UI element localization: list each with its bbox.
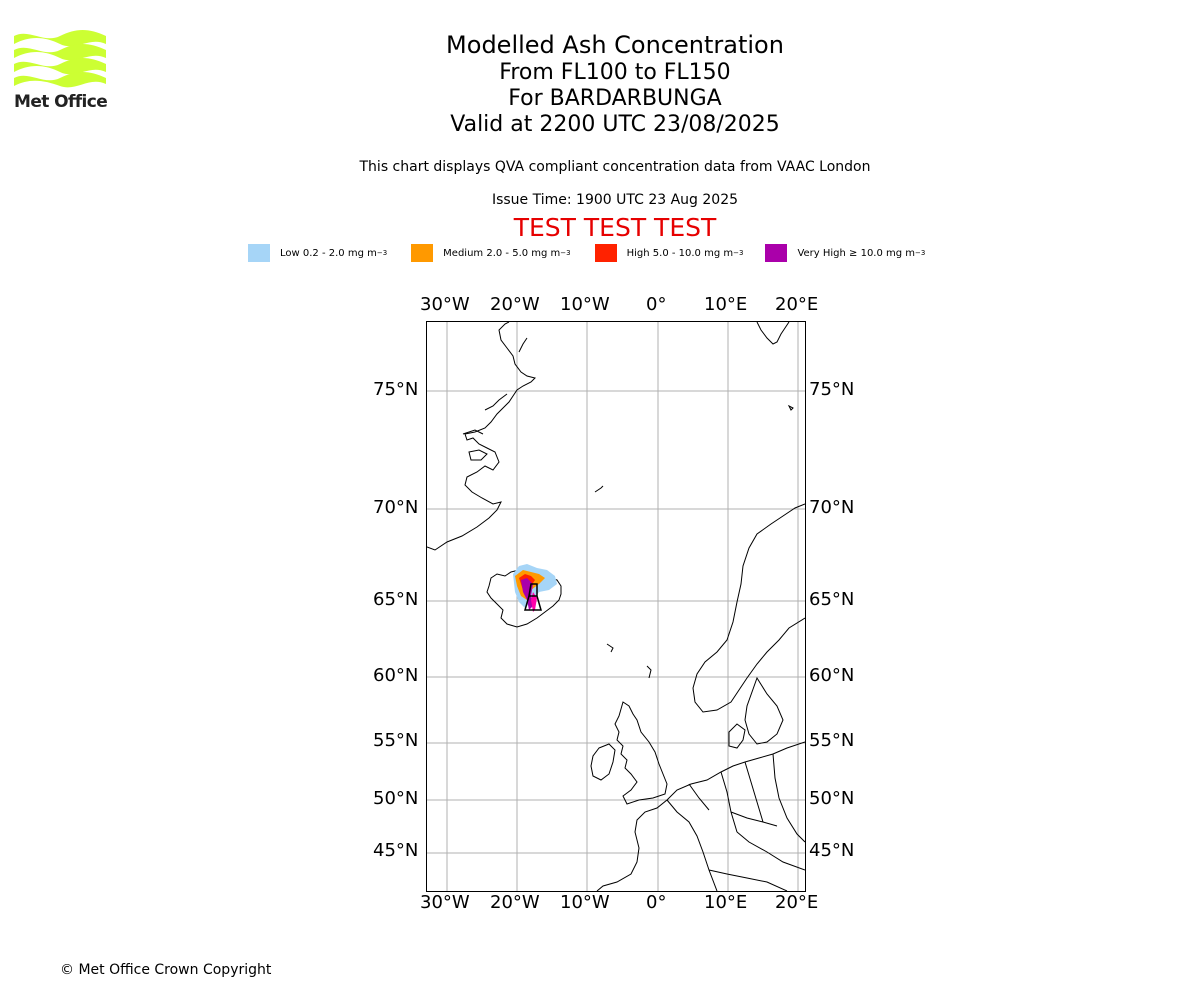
lon-label-top-20w: 20°W [490,294,540,315]
lon-label-bottom-0: 0° [646,892,667,913]
greenland-fjord-3 [484,393,508,411]
svalbard-coast [756,322,790,345]
legend: Low 0.2 - 2.0 mg m −3 Medium 2.0 - 5.0 mg… [248,244,949,262]
lon-label-top-30w: 30°W [420,294,470,315]
test-banner: TEST TEST TEST [513,213,717,242]
bear-island [787,404,794,411]
lon-label-top-10e: 10°E [704,294,748,315]
denmark-coast [728,723,746,749]
lon-label-top-20e: 20°E [775,294,819,315]
legend-label-medium: Medium 2.0 - 5.0 mg m [443,247,561,259]
legend-swatch-low [248,244,270,262]
norway-coast [692,503,805,713]
lat-label-left-60n: 60°N [373,665,419,686]
lat-label-right-70n: 70°N [809,497,855,518]
lat-label-right-65n: 65°N [809,589,855,610]
lon-label-bottom-30w: 30°W [420,892,470,913]
met-office-logo-text: Met Office [14,92,108,112]
faroe-islands [606,643,614,653]
volcano-source-outline [524,583,542,611]
sweden-coast [744,676,784,745]
greenland-fjord-4 [518,337,528,353]
legend-item-high: High 5.0 - 10.0 mg m −3 [594,244,744,262]
legend-sup-low: −3 [376,249,388,257]
country-borders [666,753,805,891]
shetland-islands [646,665,652,679]
legend-label-high: High 5.0 - 10.0 mg m [626,247,734,259]
met-office-logo-icon [14,30,106,88]
copyright-notice: © Met Office Crown Copyright [60,962,272,978]
lat-label-left-65n: 65°N [373,589,419,610]
lat-label-right-45n: 45°N [809,840,855,861]
issue-time: Issue Time: 1900 UTC 23 Aug 2025 [491,192,739,208]
legend-label-low: Low 0.2 - 2.0 mg m [280,247,377,259]
legend-sup-medium: −3 [560,249,571,257]
ash-pink-core [531,592,537,612]
lon-label-top-10w: 10°W [560,294,610,315]
lat-label-right-75n: 75°N [809,379,855,400]
lat-label-left-75n: 75°N [373,379,419,400]
legend-item-medium: Medium 2.0 - 5.0 mg m −3 [411,244,571,262]
lon-label-bottom-10e: 10°E [704,892,748,913]
lon-label-bottom-20w: 20°W [490,892,540,913]
map-panel[interactable] [426,321,806,892]
lat-label-right-50n: 50°N [809,788,855,809]
graticule [427,322,805,891]
lat-label-left-50n: 50°N [373,788,419,809]
lat-label-right-55n: 55°N [809,730,855,751]
great-britain-coast [614,701,668,805]
lon-label-top-0: 0° [646,294,667,315]
greenland-fjord-1 [468,449,488,461]
lat-label-left-70n: 70°N [373,497,419,518]
greenland-fjord-2 [462,429,484,435]
legend-swatch-high [594,244,617,262]
jan-mayen [594,485,604,493]
legend-item-very-high: Very High ≥ 10.0 mg m −3 [765,244,925,262]
map-svg [427,322,805,891]
lat-label-right-60n: 60°N [809,665,855,686]
chart-title-block: Modelled Ash Concentration From FL100 to… [0,30,1200,138]
lon-label-bottom-10w: 10°W [560,892,610,913]
chart-description: This chart displays QVA compliant concen… [359,159,871,175]
flight-level-range: From FL100 to FL150 [499,60,731,85]
lat-label-left-45n: 45°N [373,840,419,861]
lon-label-bottom-20e: 20°E [775,892,819,913]
ash-plume [513,564,557,612]
chart-title: Modelled Ash Concentration [446,31,784,59]
legend-sup-high: −3 [733,249,744,257]
ireland-coast [590,743,616,781]
legend-item-low: Low 0.2 - 2.0 mg m −3 [248,244,387,262]
volcano-name: For BARDARBUNGA [508,86,722,111]
legend-swatch-very-high [765,244,788,262]
valid-time: Valid at 2200 UTC 23/08/2025 [450,112,780,137]
legend-swatch-medium [411,244,434,262]
greenland-coast [427,322,536,551]
coastlines [427,322,805,891]
legend-sup-very-high: −3 [915,249,926,257]
lat-label-left-55n: 55°N [373,730,419,751]
legend-label-very-high: Very High ≥ 10.0 mg m [797,247,916,259]
